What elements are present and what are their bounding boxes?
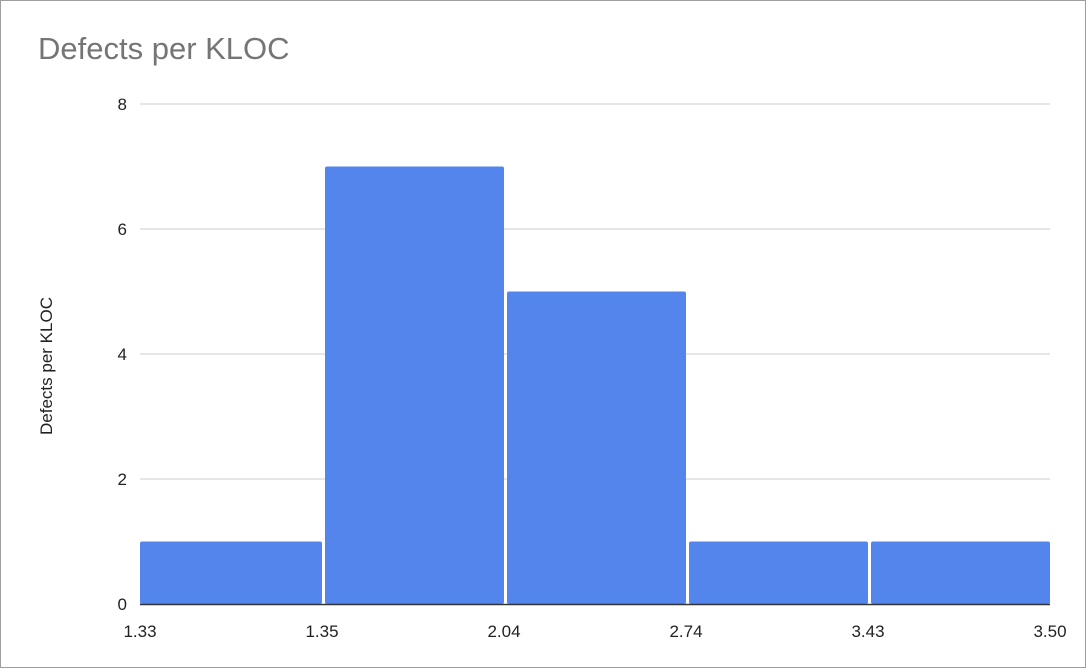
- x-tick-label: 3.50: [1033, 622, 1066, 641]
- histogram-bar: [871, 541, 1050, 604]
- histogram-bar: [325, 166, 504, 604]
- y-tick-label: 2: [118, 470, 127, 489]
- y-tick-labels: 0 2 4 6 8: [118, 95, 127, 614]
- x-tick-label: 3.43: [851, 622, 884, 641]
- histogram-bar: [689, 541, 868, 604]
- bars: [140, 166, 1050, 604]
- histogram-bar: [507, 291, 686, 604]
- chart-title: Defects per KLOC: [38, 31, 290, 66]
- y-tick-label: 6: [118, 220, 127, 239]
- x-tick-label: 1.33: [123, 622, 156, 641]
- x-tick-label: 2.74: [669, 622, 702, 641]
- histogram-bar: [140, 541, 322, 604]
- x-tick-labels: 1.33 1.35 2.04 2.74 3.43 3.50: [123, 622, 1066, 641]
- y-tick-label: 0: [118, 595, 127, 614]
- x-tick-label: 2.04: [487, 622, 520, 641]
- y-tick-label: 4: [118, 345, 127, 364]
- x-tick-label: 1.35: [305, 622, 338, 641]
- y-tick-label: 8: [118, 95, 127, 114]
